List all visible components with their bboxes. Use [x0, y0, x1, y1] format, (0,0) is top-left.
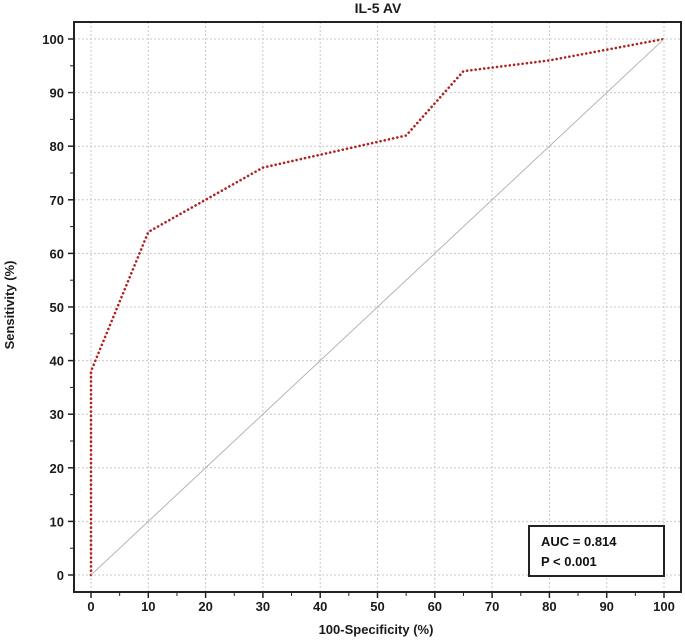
x-tick-label-70: 70: [485, 599, 499, 614]
x-tick-label-60: 60: [428, 599, 442, 614]
x-tick-label-100: 100: [653, 599, 675, 614]
grid: [74, 22, 681, 592]
auc-label: AUC = 0.814: [541, 534, 617, 549]
x-tick-label-50: 50: [370, 599, 384, 614]
y-tick-label-30: 30: [50, 407, 64, 422]
y-tick-label-100: 100: [42, 32, 64, 47]
roc-curve: [89, 37, 666, 577]
stats-box-frame: [528, 525, 665, 577]
p-value-label: P < 0.001: [541, 554, 597, 569]
y-tick-label-20: 20: [50, 461, 64, 476]
stats-box: AUC = 0.814 P < 0.001: [528, 525, 665, 577]
reference-diagonal: [90, 38, 665, 576]
y-tick-label-50: 50: [50, 300, 64, 315]
y-tick-label-70: 70: [50, 193, 64, 208]
ticks-layer: 0 10 20 30 40 50 60 70 80 90 100 0 10 20 30 40 50 60 70 80 9…: [42, 32, 675, 614]
series-layer: [89, 37, 666, 577]
y-tick-label-0: 0: [57, 568, 64, 583]
y-tick-label-10: 10: [50, 514, 64, 529]
x-tick-label-10: 10: [141, 599, 155, 614]
y-tick-label-90: 90: [50, 86, 64, 101]
y-tick-label-40: 40: [50, 354, 64, 369]
y-tick-label-60: 60: [50, 246, 64, 261]
chart-title: IL-5 AV: [355, 0, 402, 16]
x-tick-label-20: 20: [198, 599, 212, 614]
x-tick-label-80: 80: [542, 599, 556, 614]
y-axis-title: Sensitivity (%): [2, 261, 17, 350]
x-tick-label-0: 0: [87, 599, 94, 614]
x-tick-label-40: 40: [313, 599, 327, 614]
x-tick-label-30: 30: [256, 599, 270, 614]
x-axis-title: 100-Specificity (%): [319, 622, 434, 637]
x-tick-label-90: 90: [599, 599, 613, 614]
y-tick-label-80: 80: [50, 139, 64, 154]
